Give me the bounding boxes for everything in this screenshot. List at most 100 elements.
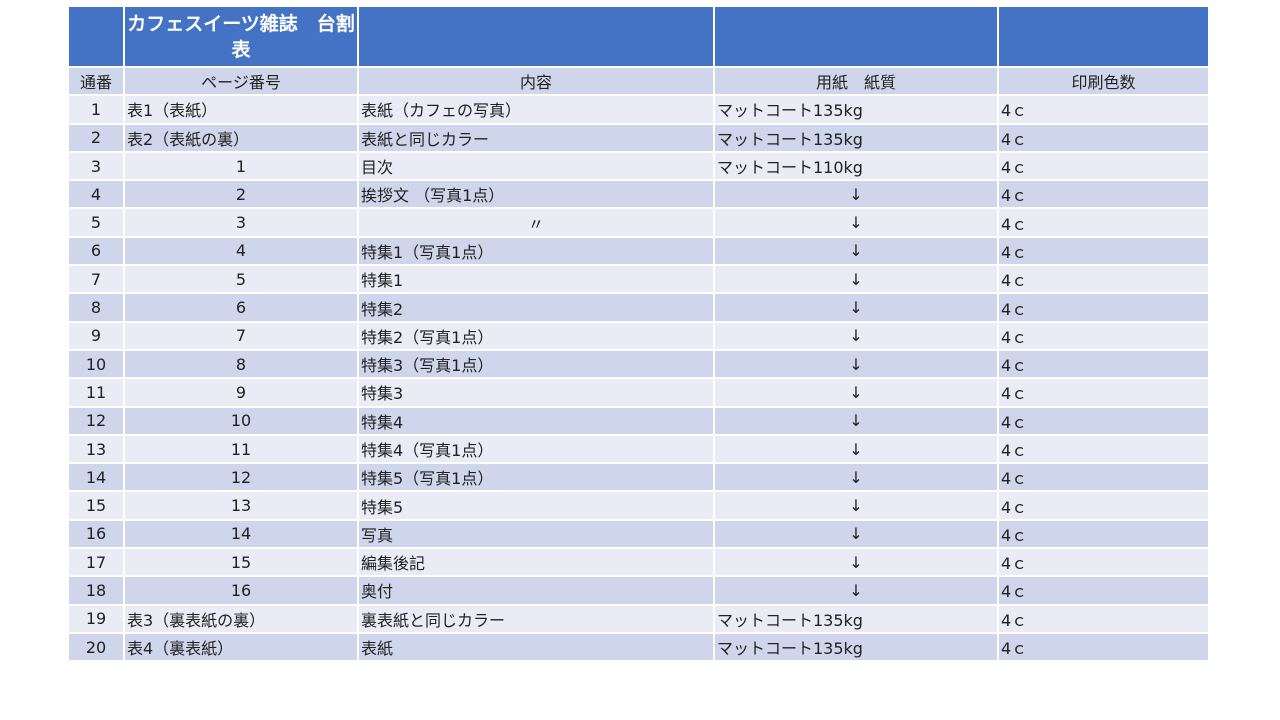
cell-paper: ↓ [713,348,999,380]
cell-colors: 4ｃ [997,490,1210,521]
title-cell-empty [67,5,125,68]
cell-page: 16 [123,575,359,606]
cell-paper: マットコート135kg [713,122,999,153]
cell-paper: ↓ [713,433,999,465]
cell-content: 編集後記 [357,547,715,578]
cell-page: 5 [123,264,359,295]
cell-colors: 4ｃ [997,150,1210,182]
table-row: 11 9 特集3 ↓ 4ｃ [67,377,1210,408]
cell-serial: 16 [67,518,125,550]
cell-colors: 4ｃ [997,433,1210,465]
cell-serial: 5 [67,207,125,238]
cell-page: 10 [123,405,359,436]
table-row: 3 1 目次 マットコート110kg 4ｃ [67,150,1210,182]
cell-page: 表1（表紙） [123,94,359,125]
table-row: 12 10 特集4 ↓ 4ｃ [67,405,1210,436]
cell-paper: ↓ [713,518,999,550]
col-header-serial: 通番 [67,65,125,97]
cell-serial: 17 [67,547,125,578]
cell-serial: 14 [67,462,125,493]
cell-content: 特集2 [357,292,715,323]
table-row: 7 5 特集1 ↓ 4ｃ [67,264,1210,295]
table-row: 14 12 特集5（写真1点） ↓ 4ｃ [67,462,1210,493]
table-row: 19 表3（裏表紙の裏） 裏表紙と同じカラー マットコート135kg 4ｃ [67,603,1210,634]
cell-page: 15 [123,547,359,578]
cell-page: 1 [123,150,359,182]
cell-page: 3 [123,207,359,238]
cell-colors: 4ｃ [997,320,1210,351]
cell-serial: 15 [67,490,125,521]
cell-page: 8 [123,348,359,380]
cell-page: 4 [123,235,359,267]
cell-colors: 4ｃ [997,377,1210,408]
table-row: 13 11 特集4（写真1点） ↓ 4ｃ [67,433,1210,465]
cell-paper: マットコート135kg [713,94,999,125]
cell-content: 特集5 [357,490,715,521]
cell-paper: ↓ [713,235,999,267]
table-row: 18 16 奥付 ↓ 4ｃ [67,575,1210,606]
cell-page: 14 [123,518,359,550]
cell-colors: 4ｃ [997,122,1210,153]
table-row: 8 6 特集2 ↓ 4ｃ [67,292,1210,323]
cell-colors: 4ｃ [997,179,1210,210]
table-row: 15 13 特集5 ↓ 4ｃ [67,490,1210,521]
cell-content: 特集1（写真1点） [357,235,715,267]
cell-colors: 4ｃ [997,518,1210,550]
table-row: 5 3 〃 ↓ 4ｃ [67,207,1210,238]
table-row: 6 4 特集1（写真1点） ↓ 4ｃ [67,235,1210,267]
cell-paper: ↓ [713,292,999,323]
cell-colors: 4ｃ [997,207,1210,238]
cell-serial: 9 [67,320,125,351]
cell-paper: ↓ [713,179,999,210]
cell-page: 6 [123,292,359,323]
table-row: 2 表2（表紙の裏） 表紙と同じカラー マットコート135kg 4ｃ [67,122,1210,153]
cell-content: 特集4（写真1点） [357,433,715,465]
cell-serial: 10 [67,348,125,380]
cell-serial: 11 [67,377,125,408]
cell-colors: 4ｃ [997,94,1210,125]
cell-page: 11 [123,433,359,465]
cell-content: 特集3（写真1点） [357,348,715,380]
cell-paper: マットコート110kg [713,150,999,182]
cell-content: 特集5（写真1点） [357,462,715,493]
cell-serial: 3 [67,150,125,182]
cell-content: 〃 [357,207,715,238]
title-cell-empty [357,5,715,68]
table-row: 20 表4（裏表紙） 表紙 マットコート135kg 4ｃ [67,631,1210,663]
cell-page: 2 [123,179,359,210]
cell-page: 12 [123,462,359,493]
cell-paper: ↓ [713,462,999,493]
col-header-colors: 印刷色数 [997,65,1210,97]
cell-serial: 8 [67,292,125,323]
cell-serial: 1 [67,94,125,125]
cell-serial: 18 [67,575,125,606]
table-row: 10 8 特集3（写真1点） ↓ 4ｃ [67,348,1210,380]
col-header-page: ページ番号 [123,65,359,97]
cell-paper: ↓ [713,547,999,578]
cell-colors: 4ｃ [997,547,1210,578]
cell-colors: 4ｃ [997,292,1210,323]
col-header-content: 内容 [357,65,715,97]
cell-content: 写真 [357,518,715,550]
cell-paper: マットコート135kg [713,603,999,634]
cell-serial: 19 [67,603,125,634]
cell-paper: ↓ [713,575,999,606]
cell-colors: 4ｃ [997,462,1210,493]
table-row: 16 14 写真 ↓ 4ｃ [67,518,1210,550]
cell-colors: 4ｃ [997,631,1210,663]
cell-content: 挨拶文 （写真1点） [357,179,715,210]
cell-page: 表4（裏表紙） [123,631,359,663]
title-row: カフェスイーツ雑誌 台割表 [67,5,1210,68]
cell-content: 目次 [357,150,715,182]
cell-page: 表3（裏表紙の裏） [123,603,359,634]
cell-colors: 4ｃ [997,603,1210,634]
cell-paper: ↓ [713,377,999,408]
cell-content: 表紙 [357,631,715,663]
cell-content: 特集2（写真1点） [357,320,715,351]
cell-paper: ↓ [713,320,999,351]
title-cell-empty [713,5,999,68]
cell-colors: 4ｃ [997,575,1210,606]
table-row: 1 表1（表紙） 表紙（カフェの写真） マットコート135kg 4ｃ [67,94,1210,125]
cell-content: 特集4 [357,405,715,436]
cell-colors: 4ｃ [997,264,1210,295]
